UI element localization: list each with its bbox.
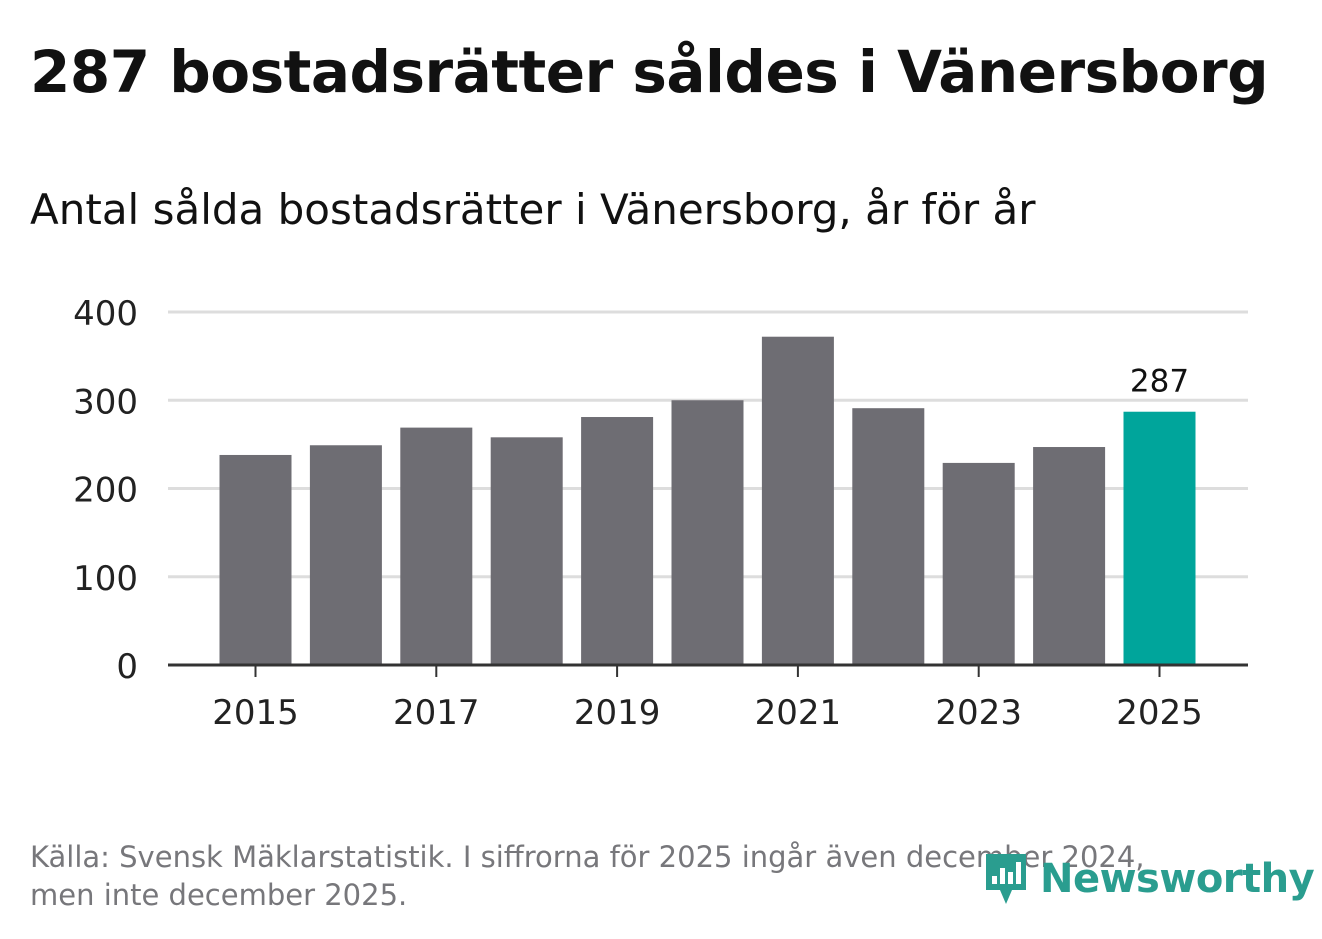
data-label-2025: 287 — [1130, 364, 1189, 400]
y-tick-label-300: 300 — [73, 382, 138, 422]
bar-2024 — [1033, 447, 1106, 665]
bar-2016 — [309, 445, 382, 665]
y-tick-label-0: 0 — [116, 647, 138, 687]
y-tick-label-100: 100 — [73, 559, 138, 599]
x-tick-label-2021: 2021 — [755, 693, 842, 733]
source-note-line-2: men inte december 2025. — [30, 878, 408, 912]
source-note-line-1: Källa: Svensk Mäklarstatistik. I siffror… — [30, 840, 1145, 874]
newsworthy-chart-bubble-icon — [986, 854, 1026, 904]
chart-title: 287 bostadsrätter såldes i Vänersborg — [30, 38, 1269, 106]
y-tick-label-400: 400 — [73, 294, 138, 334]
x-axis — [168, 663, 1248, 677]
logo-text: Newsworthy — [1040, 856, 1315, 902]
bar-2021 — [761, 336, 834, 665]
bar-2020 — [671, 400, 744, 665]
newsworthy-logo: Newsworthy — [982, 848, 1315, 910]
x-axis-labels: 2015 2017 2019 2021 2023 2025 — [212, 693, 1203, 733]
y-tick-label-200: 200 — [73, 471, 138, 511]
bar-2025 — [1123, 411, 1196, 665]
x-tick-label-2025: 2025 — [1116, 693, 1203, 733]
bar-2017 — [400, 427, 473, 665]
x-tick-label-2019: 2019 — [574, 693, 661, 733]
bars — [219, 336, 1196, 665]
x-tick-label-2023: 2023 — [935, 693, 1022, 733]
x-tick-label-2015: 2015 — [212, 693, 299, 733]
bar-2019 — [581, 417, 654, 665]
bar-2022 — [852, 408, 925, 665]
bar-2023 — [942, 462, 1015, 665]
bar-2018 — [490, 437, 563, 665]
source-note: Källa: Svensk Mäklarstatistik. I siffror… — [30, 838, 1145, 914]
y-axis-labels: 0 100 200 300 400 — [73, 294, 138, 687]
x-tick-label-2017: 2017 — [393, 693, 480, 733]
chart-subtitle: Antal sålda bostadsrätter i Vänersborg, … — [30, 185, 1036, 234]
data-labels: 287 — [1130, 364, 1189, 400]
bar-2015 — [219, 454, 292, 665]
